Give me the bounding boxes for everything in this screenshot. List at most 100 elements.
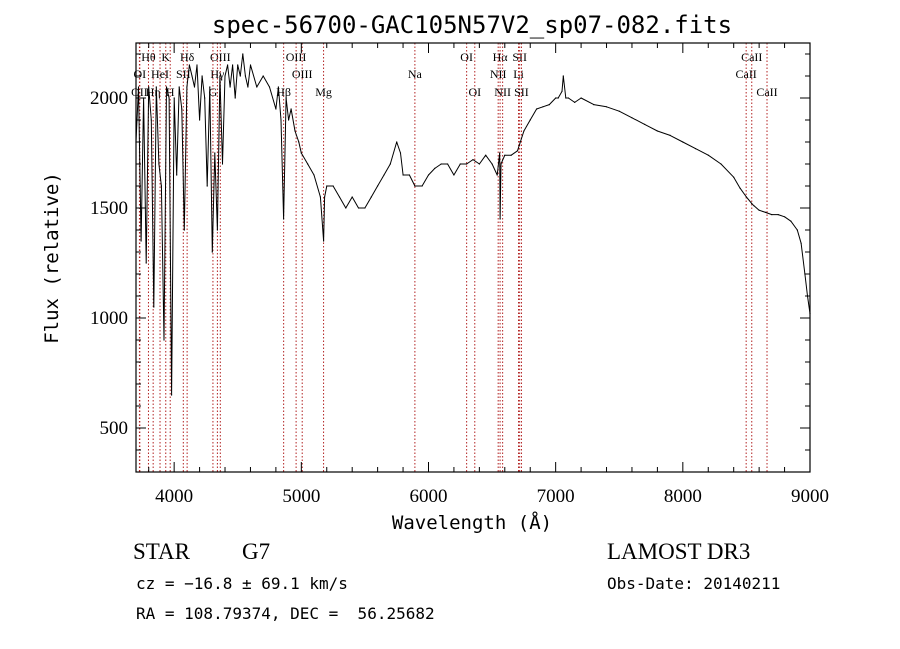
data-point bbox=[275, 108, 277, 110]
line-marker-label: HeI bbox=[151, 67, 169, 81]
data-point bbox=[307, 163, 309, 165]
data-point bbox=[227, 64, 229, 66]
data-point bbox=[751, 203, 753, 205]
data-point bbox=[529, 119, 531, 121]
data-point bbox=[402, 174, 404, 176]
data-point bbox=[300, 152, 302, 154]
x-tick-label: 6000 bbox=[409, 486, 447, 507]
line-marker-label: Hδ bbox=[180, 50, 195, 64]
line-marker-label: Hγ bbox=[210, 67, 225, 81]
data-point bbox=[536, 108, 538, 110]
plot-frame bbox=[135, 42, 811, 473]
data-point bbox=[500, 163, 502, 165]
data-point bbox=[155, 86, 157, 88]
line-marker-label: OIII bbox=[286, 50, 307, 64]
data-point bbox=[153, 306, 155, 308]
line-marker-label: Li bbox=[513, 67, 524, 81]
y-tick-label: 500 bbox=[100, 418, 129, 439]
data-point bbox=[555, 97, 557, 99]
object-subclass: G7 bbox=[242, 539, 271, 564]
data-point bbox=[656, 130, 659, 132]
data-point bbox=[206, 185, 208, 187]
data-point bbox=[209, 86, 211, 88]
data-point bbox=[298, 141, 300, 143]
data-point bbox=[283, 218, 285, 220]
x-axis: 4000 5000 6000 7000 8000 9000 bbox=[148, 43, 829, 507]
data-point bbox=[323, 240, 325, 242]
data-point bbox=[567, 97, 570, 99]
data-point bbox=[165, 86, 168, 88]
data-point bbox=[229, 86, 231, 88]
data-point bbox=[280, 119, 282, 121]
data-point bbox=[150, 119, 152, 121]
obs-date-text: Obs-Date: 20140211 bbox=[607, 574, 781, 593]
data-point bbox=[720, 163, 722, 165]
series-group bbox=[135, 53, 811, 396]
data-point bbox=[557, 97, 559, 99]
line-marker-label: CaII bbox=[735, 67, 756, 81]
data-point bbox=[364, 207, 366, 209]
data-point bbox=[285, 97, 287, 99]
line-marker-label: NII bbox=[490, 67, 507, 81]
data-point bbox=[580, 97, 582, 99]
data-point bbox=[239, 75, 241, 77]
data-point bbox=[277, 86, 279, 88]
data-point bbox=[332, 185, 334, 187]
data-point bbox=[357, 207, 360, 209]
data-point bbox=[242, 53, 244, 55]
line-marker-label: OI bbox=[133, 67, 146, 81]
data-point bbox=[262, 75, 264, 77]
data-point bbox=[168, 97, 170, 99]
data-point bbox=[201, 75, 203, 77]
line-markers: HθOIIHηOIHeIKHHδSIIOIIIHγGOIIIOIIIHβMgNa… bbox=[131, 43, 778, 472]
data-point bbox=[326, 185, 328, 187]
line-marker-label: SII bbox=[176, 67, 191, 81]
data-point bbox=[644, 123, 646, 125]
line-marker-label: SII bbox=[512, 50, 527, 64]
data-point bbox=[478, 163, 480, 165]
data-point bbox=[234, 97, 236, 99]
line-marker-label: H bbox=[166, 85, 175, 99]
data-point bbox=[224, 75, 226, 77]
data-point bbox=[383, 174, 385, 176]
line-marker-label: OI bbox=[460, 50, 473, 64]
data-point bbox=[499, 218, 501, 220]
data-point bbox=[466, 163, 468, 165]
data-point bbox=[459, 163, 461, 165]
line-marker-label: G bbox=[209, 85, 218, 99]
data-point bbox=[237, 64, 239, 66]
x-tick-label: 5000 bbox=[282, 486, 320, 507]
data-point bbox=[504, 154, 506, 156]
x-tick-label: 4000 bbox=[155, 486, 193, 507]
data-point bbox=[542, 106, 544, 108]
line-marker-label: K bbox=[161, 50, 170, 64]
data-point bbox=[351, 196, 353, 198]
line-marker-label: OIII bbox=[292, 67, 313, 81]
data-point bbox=[800, 242, 802, 244]
object-type: STAR bbox=[133, 539, 190, 564]
data-point bbox=[414, 185, 416, 187]
data-point bbox=[345, 207, 347, 209]
data-point bbox=[158, 163, 160, 165]
data-point bbox=[188, 64, 190, 66]
data-point bbox=[294, 130, 296, 132]
series-line-spectrum bbox=[135, 53, 811, 396]
data-point bbox=[176, 174, 178, 176]
data-point bbox=[399, 152, 402, 154]
data-point bbox=[377, 185, 379, 187]
x-axis-label: Wavelength (Å) bbox=[392, 511, 552, 534]
data-point bbox=[313, 174, 315, 176]
data-point bbox=[319, 196, 321, 198]
data-point bbox=[485, 154, 487, 156]
chart-title: spec-56700-GAC105N57V2_sp07-082.fits bbox=[212, 11, 732, 39]
data-point bbox=[370, 196, 372, 198]
data-point bbox=[669, 134, 671, 136]
data-point bbox=[510, 154, 512, 156]
data-point bbox=[605, 106, 608, 108]
data-point bbox=[216, 229, 218, 231]
data-point bbox=[548, 104, 550, 106]
data-point bbox=[682, 141, 684, 143]
data-point bbox=[771, 214, 773, 216]
line-marker-label: NII bbox=[494, 85, 511, 99]
y-tick-label: 1000 bbox=[90, 308, 128, 329]
